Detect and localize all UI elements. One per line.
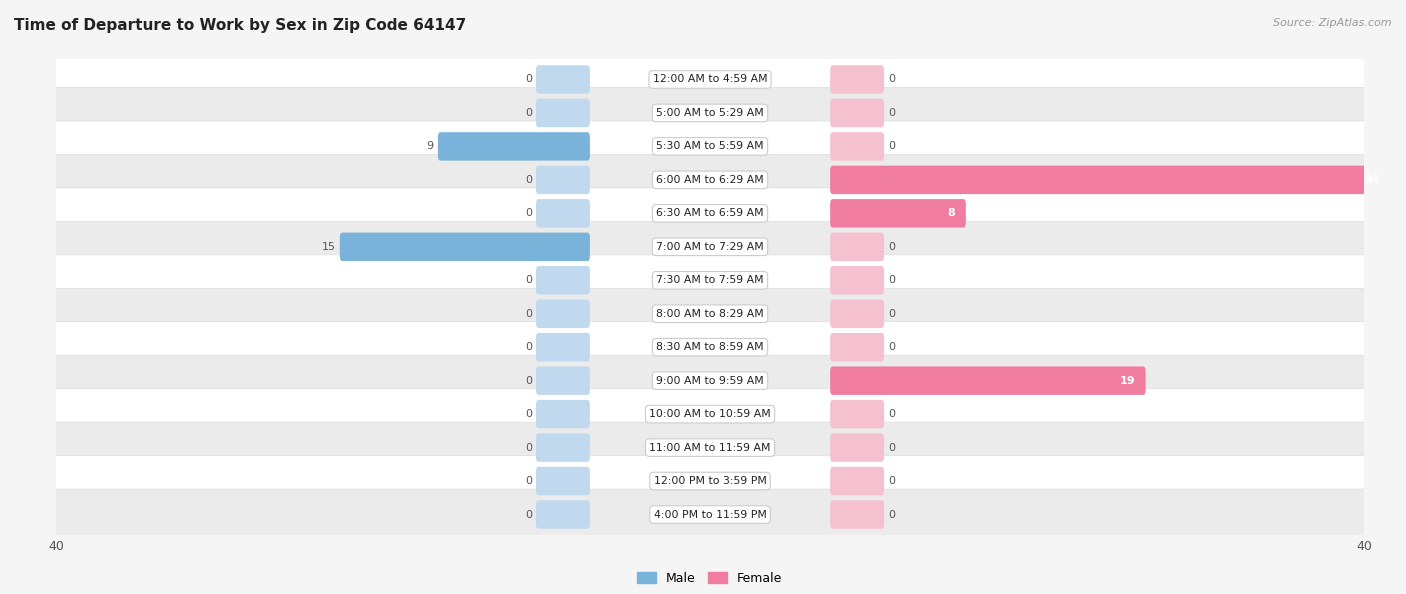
- FancyBboxPatch shape: [44, 456, 1376, 507]
- FancyBboxPatch shape: [830, 434, 884, 462]
- Text: 9:00 AM to 9:59 AM: 9:00 AM to 9:59 AM: [657, 375, 763, 386]
- Text: 4:00 PM to 11:59 PM: 4:00 PM to 11:59 PM: [654, 510, 766, 520]
- FancyBboxPatch shape: [536, 266, 591, 295]
- Text: 0: 0: [524, 208, 531, 219]
- FancyBboxPatch shape: [437, 132, 591, 160]
- Legend: Male, Female: Male, Female: [633, 567, 787, 590]
- Text: 11:00 AM to 11:59 AM: 11:00 AM to 11:59 AM: [650, 443, 770, 453]
- FancyBboxPatch shape: [340, 233, 591, 261]
- Text: 8:30 AM to 8:59 AM: 8:30 AM to 8:59 AM: [657, 342, 763, 352]
- FancyBboxPatch shape: [44, 154, 1376, 206]
- Text: 0: 0: [889, 242, 896, 252]
- Text: 0: 0: [524, 409, 531, 419]
- FancyBboxPatch shape: [44, 422, 1376, 473]
- Text: 0: 0: [524, 375, 531, 386]
- Text: 0: 0: [524, 342, 531, 352]
- FancyBboxPatch shape: [830, 65, 884, 94]
- FancyBboxPatch shape: [830, 400, 884, 428]
- Text: 0: 0: [889, 141, 896, 151]
- FancyBboxPatch shape: [44, 54, 1376, 105]
- Text: 0: 0: [524, 74, 531, 84]
- FancyBboxPatch shape: [830, 199, 966, 228]
- FancyBboxPatch shape: [536, 199, 591, 228]
- FancyBboxPatch shape: [536, 299, 591, 328]
- FancyBboxPatch shape: [536, 99, 591, 127]
- FancyBboxPatch shape: [44, 355, 1376, 406]
- Text: Source: ZipAtlas.com: Source: ZipAtlas.com: [1274, 18, 1392, 28]
- Text: 8: 8: [948, 208, 955, 219]
- Text: 9: 9: [426, 141, 434, 151]
- Text: 12:00 AM to 4:59 AM: 12:00 AM to 4:59 AM: [652, 74, 768, 84]
- FancyBboxPatch shape: [44, 87, 1376, 138]
- FancyBboxPatch shape: [830, 166, 1391, 194]
- FancyBboxPatch shape: [44, 255, 1376, 306]
- Text: 7:00 AM to 7:29 AM: 7:00 AM to 7:29 AM: [657, 242, 763, 252]
- FancyBboxPatch shape: [44, 489, 1376, 540]
- Text: 0: 0: [889, 74, 896, 84]
- FancyBboxPatch shape: [536, 467, 591, 495]
- FancyBboxPatch shape: [536, 166, 591, 194]
- FancyBboxPatch shape: [830, 99, 884, 127]
- Text: 0: 0: [889, 275, 896, 285]
- FancyBboxPatch shape: [830, 266, 884, 295]
- FancyBboxPatch shape: [830, 467, 884, 495]
- Text: Time of Departure to Work by Sex in Zip Code 64147: Time of Departure to Work by Sex in Zip …: [14, 18, 467, 33]
- Text: 6:30 AM to 6:59 AM: 6:30 AM to 6:59 AM: [657, 208, 763, 219]
- Text: 0: 0: [889, 443, 896, 453]
- Text: 0: 0: [524, 510, 531, 520]
- FancyBboxPatch shape: [830, 233, 884, 261]
- Text: 0: 0: [889, 510, 896, 520]
- FancyBboxPatch shape: [536, 500, 591, 529]
- FancyBboxPatch shape: [536, 65, 591, 94]
- FancyBboxPatch shape: [44, 222, 1376, 272]
- Text: 0: 0: [524, 275, 531, 285]
- Text: 5:00 AM to 5:29 AM: 5:00 AM to 5:29 AM: [657, 108, 763, 118]
- Text: 0: 0: [889, 108, 896, 118]
- Text: 34: 34: [1365, 175, 1381, 185]
- Text: 0: 0: [524, 476, 531, 486]
- Text: 12:00 PM to 3:59 PM: 12:00 PM to 3:59 PM: [654, 476, 766, 486]
- FancyBboxPatch shape: [830, 132, 884, 160]
- Text: 0: 0: [524, 175, 531, 185]
- Text: 0: 0: [889, 409, 896, 419]
- FancyBboxPatch shape: [44, 188, 1376, 239]
- FancyBboxPatch shape: [44, 121, 1376, 172]
- FancyBboxPatch shape: [44, 288, 1376, 339]
- Text: 19: 19: [1119, 375, 1135, 386]
- Text: 0: 0: [524, 443, 531, 453]
- Text: 6:00 AM to 6:29 AM: 6:00 AM to 6:29 AM: [657, 175, 763, 185]
- Text: 0: 0: [524, 108, 531, 118]
- FancyBboxPatch shape: [830, 299, 884, 328]
- FancyBboxPatch shape: [830, 333, 884, 361]
- FancyBboxPatch shape: [536, 366, 591, 395]
- Text: 10:00 AM to 10:59 AM: 10:00 AM to 10:59 AM: [650, 409, 770, 419]
- Text: 0: 0: [889, 309, 896, 319]
- Text: 5:30 AM to 5:59 AM: 5:30 AM to 5:59 AM: [657, 141, 763, 151]
- Text: 7:30 AM to 7:59 AM: 7:30 AM to 7:59 AM: [657, 275, 763, 285]
- FancyBboxPatch shape: [536, 434, 591, 462]
- FancyBboxPatch shape: [830, 500, 884, 529]
- Text: 0: 0: [889, 342, 896, 352]
- Text: 8:00 AM to 8:29 AM: 8:00 AM to 8:29 AM: [657, 309, 763, 319]
- FancyBboxPatch shape: [44, 322, 1376, 372]
- FancyBboxPatch shape: [830, 366, 1146, 395]
- FancyBboxPatch shape: [536, 400, 591, 428]
- FancyBboxPatch shape: [44, 388, 1376, 440]
- FancyBboxPatch shape: [536, 333, 591, 361]
- Text: 15: 15: [322, 242, 336, 252]
- Text: 0: 0: [889, 476, 896, 486]
- Text: 0: 0: [524, 309, 531, 319]
